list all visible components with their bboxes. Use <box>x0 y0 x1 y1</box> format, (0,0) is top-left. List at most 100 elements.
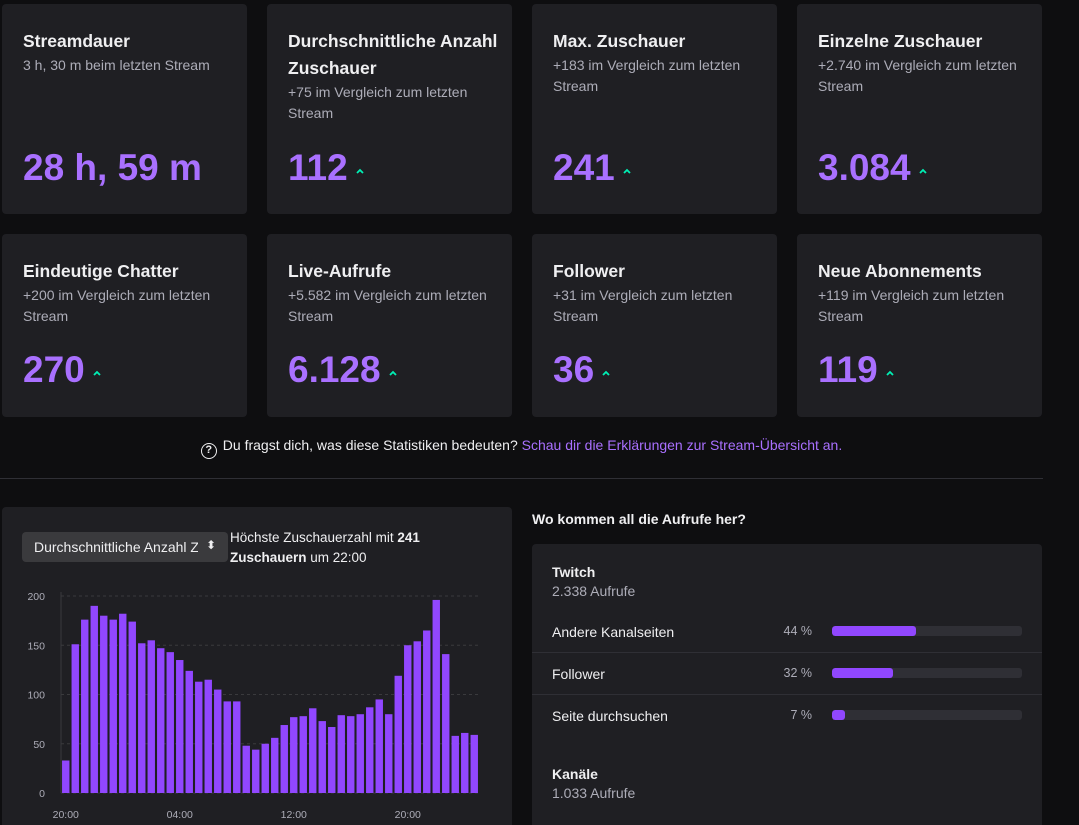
x-tick-label: 12:00 <box>281 809 307 821</box>
stat-subtitle: +5.582 im Vergleich zum letzten Stream <box>288 287 487 324</box>
peak-count: 241 <box>397 530 420 545</box>
peak-prefix: Höchste Zuschauerzahl mit <box>230 530 398 545</box>
stat-title: Streamdauer <box>23 31 130 51</box>
y-tick-label: 50 <box>33 739 45 751</box>
chart-bar <box>356 714 364 793</box>
source-row-label: Follower <box>552 666 605 682</box>
source-row-bar <box>832 626 1022 636</box>
chart-bar <box>404 645 412 793</box>
chart-bar <box>442 654 450 793</box>
row-divider <box>532 694 1042 695</box>
chart-bar <box>385 714 393 793</box>
chart-bar <box>81 619 89 793</box>
stat-title: Einzelne Zuschauer <box>818 31 983 51</box>
source-row-bar <box>832 668 1022 678</box>
trend-up-icon <box>623 168 631 174</box>
help-text: Du fragst dich, was diese Statistiken be… <box>222 437 518 453</box>
row-divider <box>532 652 1042 653</box>
chart-bar <box>470 734 478 793</box>
chart-bar <box>223 701 231 793</box>
chart-bar <box>100 615 108 793</box>
x-tick-label: 20:00 <box>53 809 79 821</box>
chart-bar <box>461 732 469 793</box>
stat-title: Max. Zuschauer <box>553 31 686 51</box>
chart-bar <box>185 670 193 793</box>
chart-bar <box>318 721 326 793</box>
y-tick-label: 200 <box>27 591 45 603</box>
trend-up-icon <box>886 370 894 376</box>
x-tick-label: 20:00 <box>395 809 421 821</box>
chart-bar <box>195 681 203 793</box>
stat-card-unique-viewers: Einzelne Zuschauer +2.740 im Vergleich z… <box>797 4 1042 214</box>
chart-bar <box>261 743 269 793</box>
source-group-title: Twitch <box>552 564 596 580</box>
stat-subtitle: +183 im Vergleich zum letzten Stream <box>553 57 741 94</box>
trend-up-icon <box>356 168 364 174</box>
peak-unit: Zuschauern <box>230 549 307 565</box>
chart-bar <box>347 716 355 793</box>
chart-bar <box>147 640 155 793</box>
chart-bar <box>233 701 241 793</box>
stat-value: 6.128 <box>288 350 398 390</box>
chart-bar <box>214 689 222 793</box>
trend-up-icon <box>93 370 101 376</box>
stat-card-followers: Follower +31 im Vergleich zum letzten St… <box>532 234 777 417</box>
section-divider <box>0 478 1043 479</box>
stat-title: Eindeutige Chatter <box>23 261 179 281</box>
stream-summary-explanation-link[interactable]: Schau dir die Erklärungen zur Stream-Übe… <box>521 437 843 453</box>
stat-value: 241 <box>553 148 632 188</box>
source-group-title: Kanäle <box>552 766 598 782</box>
y-tick-label: 150 <box>27 640 45 652</box>
chart-bar <box>138 643 146 793</box>
chart-bar <box>451 735 459 793</box>
stat-value: 28 h, 59 m <box>23 147 202 188</box>
chart-bar <box>280 725 288 793</box>
source-row-percent: 32 % <box>783 666 813 680</box>
chart-bar <box>432 599 440 793</box>
trend-up-icon <box>388 370 397 376</box>
stat-card-unique-chatters: Eindeutige Chatter +200 im Vergleich zum… <box>2 234 247 417</box>
metric-select[interactable]: Durchschnittliche Anzahl Z ⬍ <box>22 532 228 562</box>
chart-bar <box>242 745 250 793</box>
chart-bar <box>299 716 307 793</box>
source-row-bar-fill <box>832 668 893 678</box>
stat-subtitle: +75 im Vergleich zum letzten Stream <box>288 84 468 121</box>
chart-bar <box>413 641 421 793</box>
chart-bar <box>176 660 184 793</box>
source-row-bar <box>832 710 1022 720</box>
source-row-label: Andere Kanalseiten <box>552 624 675 640</box>
updown-chevron-icon: ⬍ <box>205 538 216 552</box>
stat-value: 36 <box>553 350 611 390</box>
stat-card-live-views: Live-Aufrufe +5.582 im Vergleich zum let… <box>267 234 512 417</box>
stat-value: 119 <box>818 350 895 390</box>
stat-value: 270 <box>23 350 102 390</box>
stat-card-stream-duration: Streamdauer 3 h, 30 m beim letzten Strea… <box>2 4 247 214</box>
y-tick-label: 100 <box>27 690 45 702</box>
trend-up-icon <box>602 370 610 376</box>
view-sources-panel: Twitch 2.338 Aufrufe Andere Kanalseiten … <box>532 544 1042 825</box>
viewer-bar-chart: 0 50 100 150 200 20:00 04:00 12:00 20:00 <box>27 591 479 821</box>
stat-title: Follower <box>553 261 625 281</box>
chart-bar <box>109 619 117 793</box>
chart-bar <box>366 707 374 793</box>
chart-bar <box>119 613 127 793</box>
stat-value: 112 <box>288 148 365 188</box>
chart-bar <box>290 717 298 793</box>
chart-bar <box>423 630 431 793</box>
peak-viewers-text: Höchste Zuschauerzahl mit 241 Zuschauern… <box>230 528 440 567</box>
stat-title: Neue Abonnements <box>818 261 982 281</box>
source-group-count: 2.338 Aufrufe <box>552 583 636 599</box>
view-sources-title: Wo kommen all die Aufrufe her? <box>532 511 746 527</box>
stat-subtitle: +119 im Vergleich zum letzten Stream <box>818 287 1005 324</box>
chart-bar <box>166 652 174 793</box>
chart-bar <box>328 727 336 793</box>
chart-bar <box>128 621 136 793</box>
chart-bar <box>271 737 279 793</box>
chart-bar <box>157 648 165 793</box>
stat-card-max-viewers: Max. Zuschauer +183 im Vergleich zum let… <box>532 4 777 214</box>
trend-up-icon <box>918 168 927 174</box>
stat-subtitle: +200 im Vergleich zum letzten Stream <box>23 287 211 324</box>
x-tick-label: 04:00 <box>167 809 193 821</box>
stat-title: Live-Aufrufe <box>288 261 392 281</box>
metric-select-value: Durchschnittliche Anzahl Z <box>34 539 198 555</box>
